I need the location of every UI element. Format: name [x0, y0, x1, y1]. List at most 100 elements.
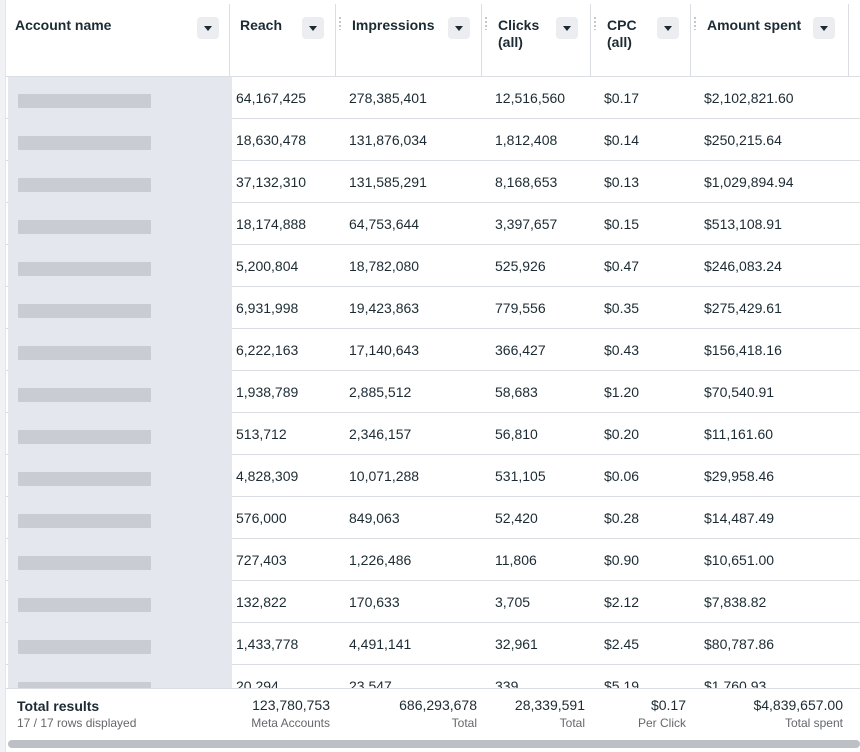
table-row[interactable]: 727,403 1,226,486 11,806 $0.90 $10,651.00 [6, 539, 860, 581]
total-clicks-label: Total [559, 716, 585, 730]
cell-cpc: $2.45 [604, 636, 640, 652]
cell-impressions: 170,633 [349, 594, 400, 610]
redaction-bar [18, 556, 151, 570]
cell-cpc: $0.43 [604, 342, 640, 358]
table-footer: Total results 17 / 17 rows displayed 123… [6, 688, 860, 740]
cell-impressions: 849,063 [349, 510, 400, 526]
redaction-bar [18, 220, 151, 234]
cell-cpc: $0.06 [604, 468, 640, 484]
cell-clicks: 779,556 [495, 300, 546, 316]
table-row[interactable]: 6,931,998 19,423,863 779,556 $0.35 $275,429.… [6, 287, 860, 329]
cell-clicks: 12,516,560 [495, 90, 566, 106]
cell-reach: 513,712 [236, 426, 287, 442]
total-reach-label: Meta Accounts [251, 716, 330, 730]
cell-clicks: 8,168,653 [495, 174, 558, 190]
redaction-bar [18, 94, 151, 108]
cell-impressions: 19,423,863 [349, 300, 420, 316]
header-clicks[interactable]: Clicks (all) [482, 4, 591, 77]
chevron-down-icon[interactable] [657, 17, 679, 39]
header-impressions[interactable]: Impressions [336, 4, 482, 77]
total-impressions: 686,293,678 [399, 697, 477, 713]
cell-cpc: $0.28 [604, 510, 640, 526]
cell-spent: $275,429.61 [704, 300, 782, 316]
table-row[interactable]: 1,433,778 4,491,141 32,961 $2.45 $80,787.86 [6, 623, 860, 665]
header-label: Clicks (all) [498, 17, 540, 50]
account-name-redacted [8, 245, 232, 287]
redaction-bar [18, 430, 151, 444]
cell-impressions: 2,346,157 [349, 426, 412, 442]
table-row[interactable]: 5,200,804 18,782,080 525,926 $0.47 $246,083.… [6, 245, 860, 287]
cell-clicks: 366,427 [495, 342, 546, 358]
cell-reach: 727,403 [236, 552, 287, 568]
table-row[interactable]: 18,630,478 131,876,034 1,812,408 $0.14 $250,… [6, 119, 860, 161]
cell-spent: $7,838.82 [704, 594, 767, 610]
cell-clicks: 531,105 [495, 468, 546, 484]
cell-impressions: 64,753,644 [349, 216, 420, 232]
cell-spent: $14,487.49 [704, 510, 775, 526]
chevron-down-icon[interactable] [197, 17, 219, 39]
total-clicks: 28,339,591 [514, 697, 585, 713]
redaction-bar [18, 514, 151, 528]
cell-cpc: $0.20 [604, 426, 640, 442]
account-name-redacted [8, 623, 232, 665]
cell-impressions: 10,071,288 [349, 468, 420, 484]
cell-spent: $2,102,821.60 [704, 90, 794, 106]
table-row[interactable]: 18,174,888 64,753,644 3,397,657 $0.15 $513,1… [6, 203, 860, 245]
cell-clicks: 11,806 [495, 552, 537, 568]
cell-spent: $156,418.16 [704, 342, 782, 358]
cell-impressions: 1,226,486 [349, 552, 412, 568]
total-reach: 123,780,753 [252, 697, 330, 713]
account-name-redacted [8, 119, 232, 161]
header-label: Reach [240, 17, 283, 33]
table-row[interactable]: 4,828,309 10,071,288 531,105 $0.06 $29,958.4… [6, 455, 860, 497]
table-row[interactable]: 576,000 849,063 52,420 $0.28 $14,487.49 [6, 497, 860, 539]
chevron-down-icon[interactable] [302, 17, 324, 39]
cell-impressions: 131,876,034 [349, 132, 427, 148]
cell-reach: 576,000 [236, 510, 287, 526]
header-label: Impressions [352, 17, 435, 33]
cell-cpc: $1.20 [604, 384, 640, 400]
chevron-down-icon[interactable] [448, 17, 470, 39]
header-label: CPC (all) [607, 17, 637, 50]
cell-cpc: $0.90 [604, 552, 640, 568]
table-row[interactable]: 64,167,425 278,385,401 12,516,560 $0.17 $2,1… [6, 77, 860, 119]
header-amount-spent[interactable]: Amount spent [691, 4, 849, 77]
table-row[interactable]: 513,712 2,346,157 56,810 $0.20 $11,161.60 [6, 413, 860, 455]
cell-reach: 6,222,163 [236, 342, 299, 358]
redaction-bar [18, 262, 151, 276]
cell-impressions: 131,585,291 [349, 174, 427, 190]
cell-clicks: 56,810 [495, 426, 538, 442]
redaction-bar [18, 640, 151, 654]
redaction-bar [18, 388, 151, 402]
chevron-down-icon[interactable] [556, 17, 578, 39]
header-label: Account name [15, 17, 112, 33]
cell-reach: 5,200,804 [236, 258, 299, 274]
cell-clicks: 525,926 [495, 258, 546, 274]
account-name-redacted [8, 287, 232, 329]
table-row[interactable]: 37,132,310 131,585,291 8,168,653 $0.13 $1,02… [6, 161, 860, 203]
table-row[interactable]: 132,822 170,633 3,705 $2.12 $7,838.82 [6, 581, 860, 623]
table-row[interactable]: 1,938,789 2,885,512 58,683 $1.20 $70,540.91 [6, 371, 860, 413]
header-account-name[interactable]: Account name [6, 4, 230, 77]
header-cpc[interactable]: CPC (all) [591, 4, 691, 77]
drag-handle-icon[interactable] [694, 16, 696, 30]
header-label: Amount spent [707, 17, 802, 33]
cell-impressions: 2,885,512 [349, 384, 412, 400]
header-reach[interactable]: Reach [230, 4, 336, 77]
cell-clicks: 52,420 [495, 510, 538, 526]
redaction-bar [18, 472, 151, 486]
drag-handle-icon[interactable] [339, 16, 341, 30]
table-row[interactable]: 6,222,163 17,140,643 366,427 $0.43 $156,418.… [6, 329, 860, 371]
horizontal-scrollbar[interactable] [8, 740, 860, 748]
total-cpc: $0.17 [650, 697, 686, 713]
drag-handle-icon[interactable] [485, 16, 487, 30]
cell-impressions: 4,491,141 [349, 636, 412, 652]
left-edge [0, 0, 6, 752]
cell-spent: $10,651.00 [704, 552, 775, 568]
chevron-down-icon[interactable] [813, 17, 835, 39]
account-name-redacted [8, 455, 232, 497]
account-name-redacted [8, 371, 232, 413]
cell-cpc: $0.17 [604, 90, 640, 106]
drag-handle-icon[interactable] [594, 16, 596, 30]
